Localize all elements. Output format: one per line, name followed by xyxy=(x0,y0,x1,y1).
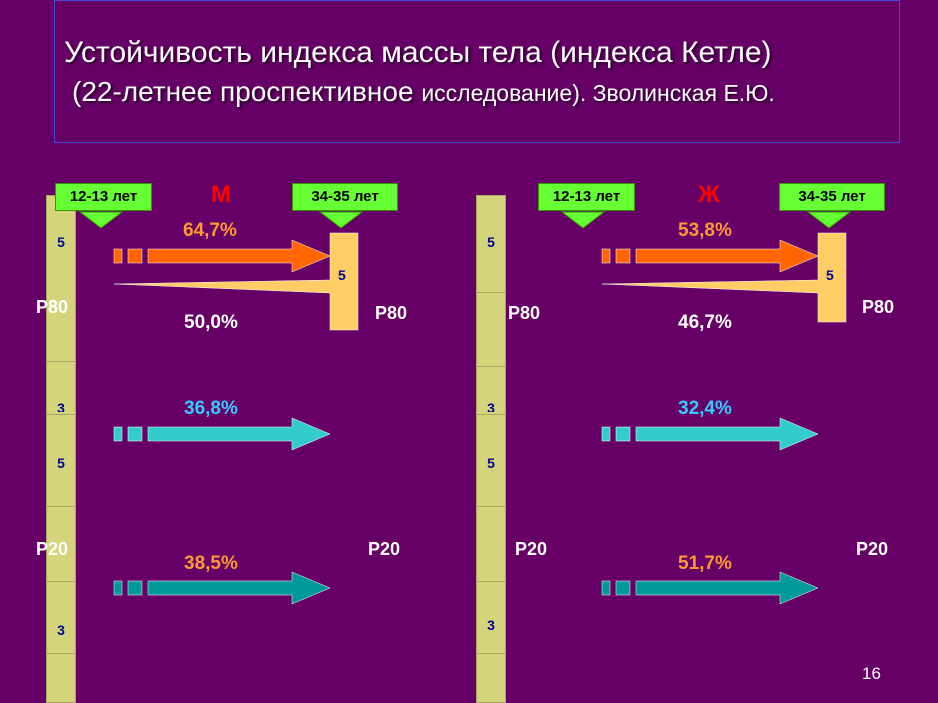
arrow-low xyxy=(147,571,331,605)
pct-mid: 32,4% xyxy=(678,398,732,419)
dash-mid-1 xyxy=(601,426,611,442)
page-number: 16 xyxy=(862,664,881,683)
p80-right-label: P80 xyxy=(862,297,895,317)
title-box xyxy=(54,0,900,143)
panel-f-arrows xyxy=(560,211,852,605)
scale-bar-m xyxy=(46,195,76,703)
dash-low-1 xyxy=(113,580,123,596)
pct-mid: 36,8% xyxy=(184,398,238,419)
arrow-top xyxy=(635,239,819,273)
age-start-pointer xyxy=(78,211,124,229)
p20-left-label: P20 xyxy=(36,539,69,559)
scale-cell: 3 xyxy=(57,622,65,638)
scale-cell: 5 xyxy=(57,234,65,250)
pct-wedge: 46,7% xyxy=(678,312,732,333)
arrow-mid xyxy=(147,417,331,451)
pct-low: 38,5% xyxy=(184,553,238,574)
scale-tick xyxy=(47,581,75,582)
slide-title: Устойчивость индекса массы тела (индекса… xyxy=(64,36,772,69)
dash-low-1 xyxy=(601,580,611,596)
dest-cell: 5 xyxy=(338,267,346,283)
scale-cell: 5 xyxy=(487,234,495,250)
pct-wedge: 50,0% xyxy=(184,312,238,333)
scale-tick xyxy=(477,414,505,415)
dash-low-2 xyxy=(127,580,143,596)
scale-tick xyxy=(47,653,75,654)
scale-cell: 3 xyxy=(487,617,495,633)
scale-tick xyxy=(477,506,505,507)
age-start-pointer xyxy=(560,211,606,229)
scale-tick xyxy=(477,653,505,654)
p20-right-label: P20 xyxy=(368,539,401,559)
scale-cell: 5 xyxy=(57,455,65,471)
p80-left-label: P80 xyxy=(508,303,541,323)
dash-mid-2 xyxy=(615,426,631,442)
pct-top: 53,8% xyxy=(678,220,732,241)
scale-cell: 3 xyxy=(487,400,495,412)
pct-top: 64,7% xyxy=(183,220,237,241)
dash-mid-1 xyxy=(113,426,123,442)
p20-right-label: P20 xyxy=(856,539,889,559)
age-end-pointer xyxy=(806,211,852,229)
sex-label-male: М xyxy=(211,181,231,208)
arrow-mid xyxy=(635,417,819,451)
panel-m-arrows xyxy=(78,211,364,605)
age-end-box: 34-35 лет xyxy=(292,183,398,211)
subtitle-tail: ). Зволинская Е.Ю. xyxy=(572,80,775,106)
scale-tick xyxy=(477,292,505,293)
slide-subtitle: (22-летнее проспективное исследование). … xyxy=(72,76,775,108)
dash-low-2 xyxy=(615,580,631,596)
scale-tick xyxy=(47,361,75,362)
dest-cell: 5 xyxy=(826,267,834,283)
subtitle-main: (22-летнее проспективное xyxy=(72,76,422,107)
age-end-pointer xyxy=(318,211,364,229)
wedge-dest xyxy=(113,232,359,331)
p80-left-label: P80 xyxy=(36,297,69,317)
scale-bar-f xyxy=(476,195,506,703)
scale-tick xyxy=(477,581,505,582)
scale-tick xyxy=(47,414,75,415)
arrow-low xyxy=(635,571,819,605)
scale-cell: 5 xyxy=(487,455,495,471)
age-end-box: 34-35 лет xyxy=(779,183,885,211)
age-start-box: 12-13 лет xyxy=(538,183,635,211)
pct-low: 51,7% xyxy=(678,553,732,574)
scale-tick xyxy=(477,366,505,367)
scale-tick xyxy=(47,506,75,507)
arrow-top xyxy=(147,239,331,273)
scale-cell: 3 xyxy=(57,400,65,412)
dash-top-1 xyxy=(601,248,611,264)
subtitle-small: исследование xyxy=(421,80,573,106)
dash-top-1 xyxy=(113,248,123,264)
sex-label-female: Ж xyxy=(698,181,720,208)
dash-mid-2 xyxy=(127,426,143,442)
dash-top-2 xyxy=(127,248,143,264)
wedge-dest xyxy=(601,232,847,323)
age-start-box: 12-13 лет xyxy=(55,183,152,211)
p80-right-label: P80 xyxy=(375,303,408,323)
p20-left-label: P20 xyxy=(515,539,548,559)
dash-top-2 xyxy=(615,248,631,264)
